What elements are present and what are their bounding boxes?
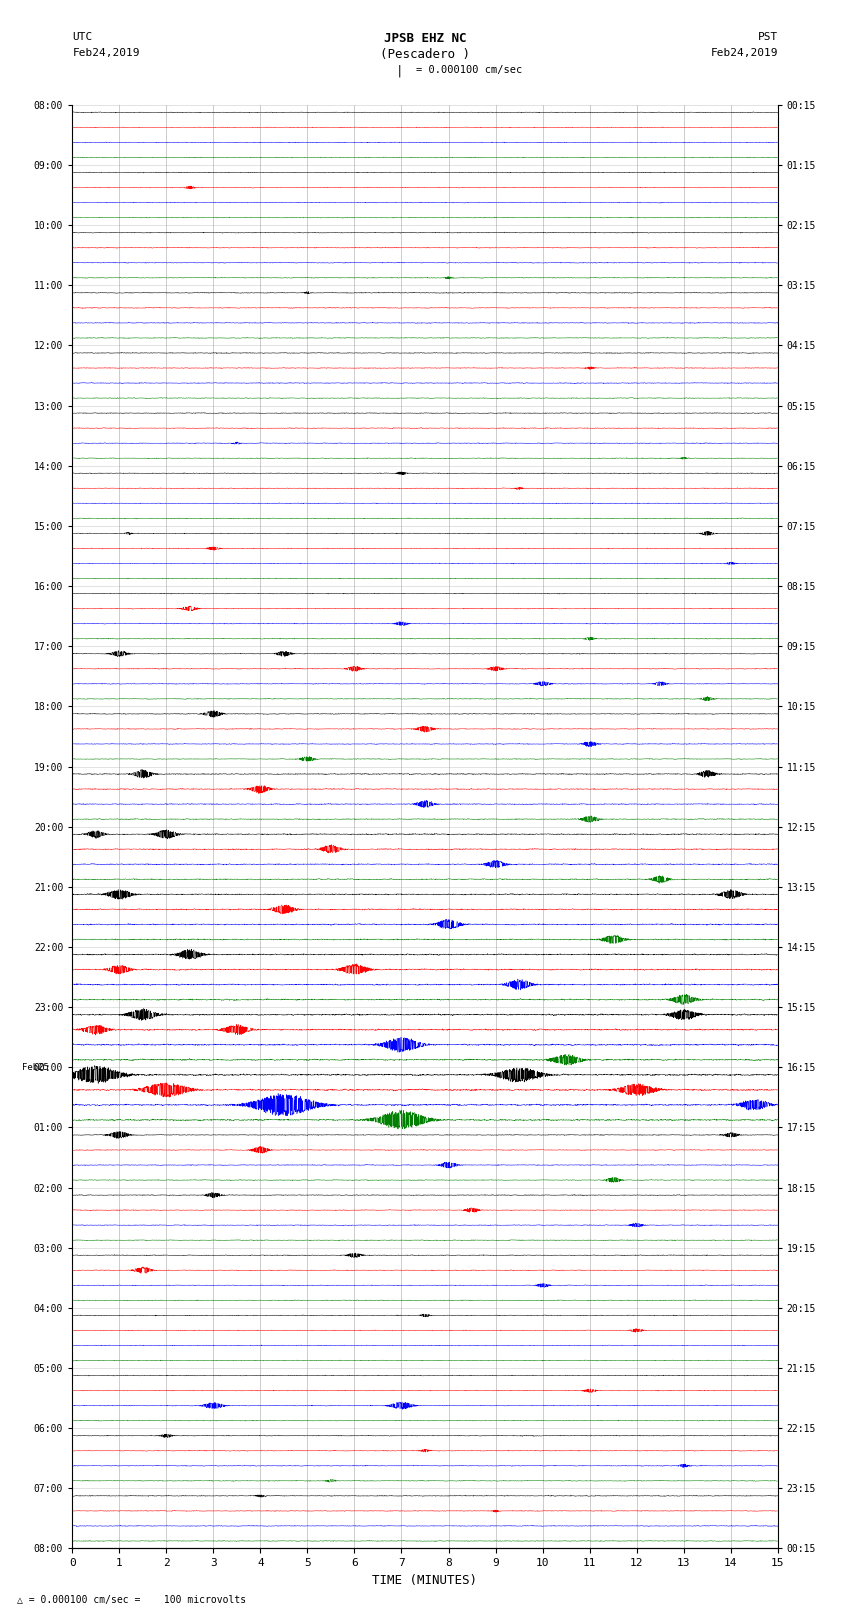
Text: UTC: UTC xyxy=(72,32,93,42)
Text: |: | xyxy=(396,65,403,77)
Text: Feb25: Feb25 xyxy=(22,1063,48,1071)
Text: (Pescadero ): (Pescadero ) xyxy=(380,48,470,61)
Text: △ = 0.000100 cm/sec =    100 microvolts: △ = 0.000100 cm/sec = 100 microvolts xyxy=(17,1595,246,1605)
Text: Feb24,2019: Feb24,2019 xyxy=(72,48,139,58)
Text: PST: PST xyxy=(757,32,778,42)
X-axis label: TIME (MINUTES): TIME (MINUTES) xyxy=(372,1574,478,1587)
Text: = 0.000100 cm/sec: = 0.000100 cm/sec xyxy=(416,65,523,74)
Text: JPSB EHZ NC: JPSB EHZ NC xyxy=(383,32,467,45)
Text: Feb24,2019: Feb24,2019 xyxy=(711,48,778,58)
